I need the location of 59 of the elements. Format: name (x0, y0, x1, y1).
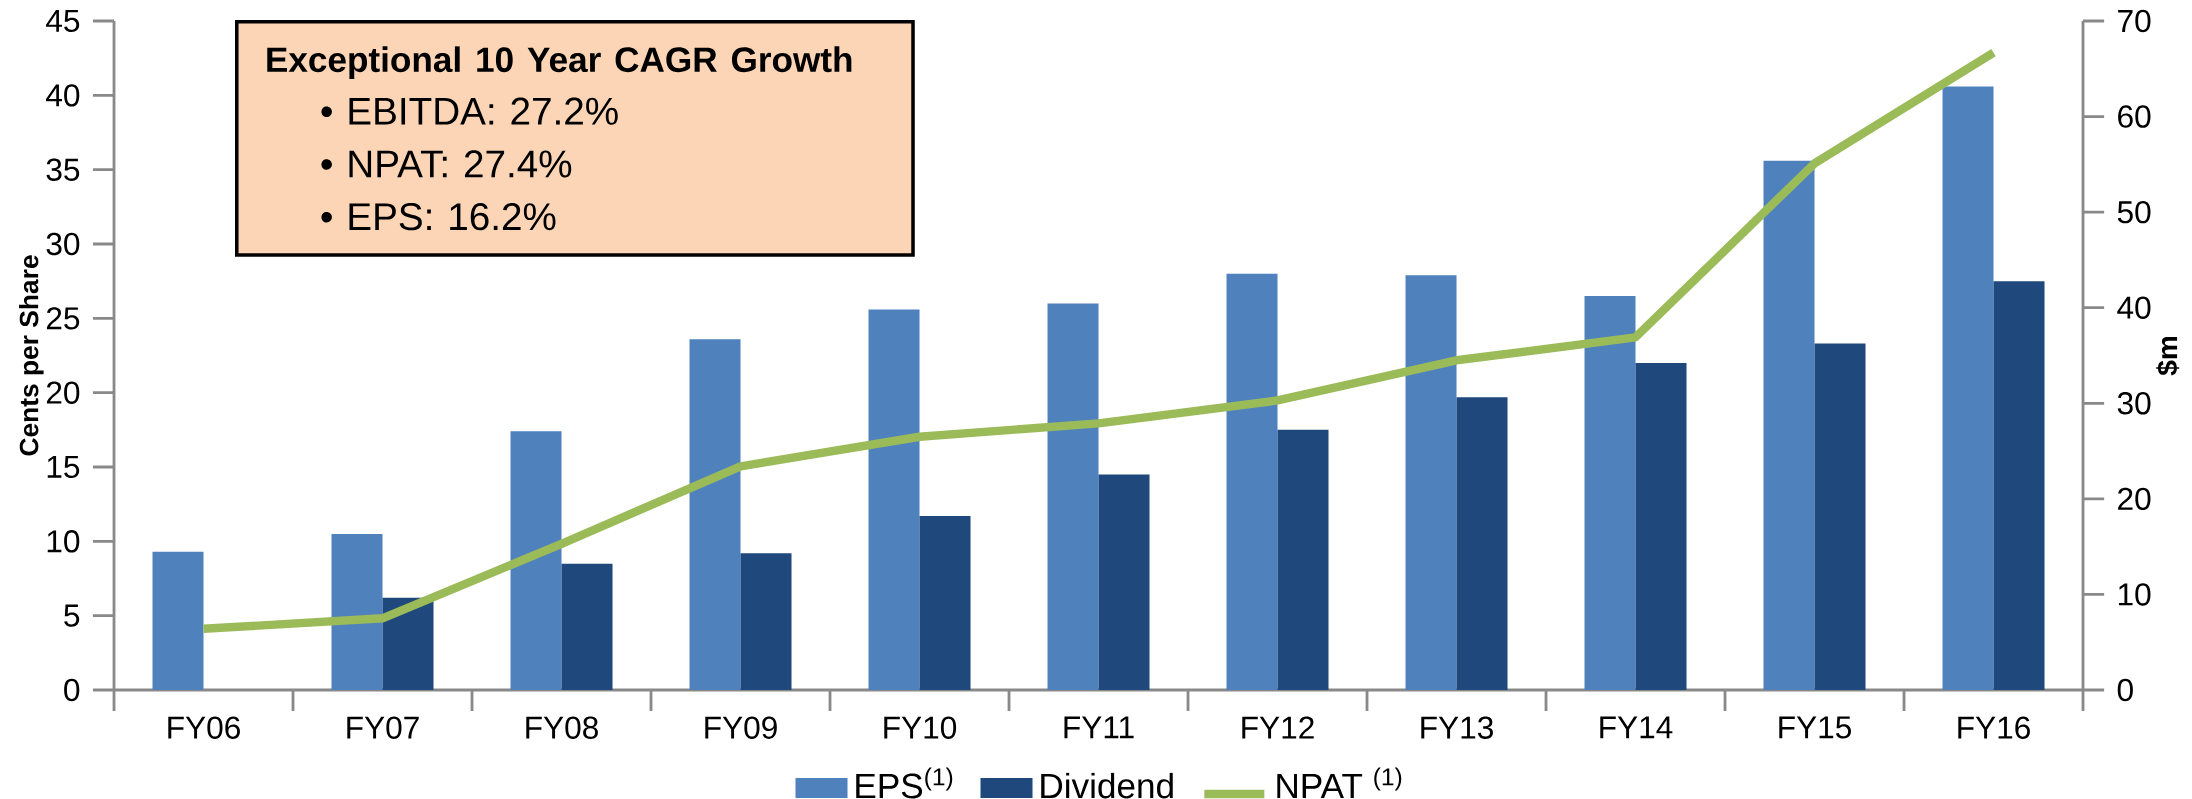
bar (1814, 343, 1866, 691)
y2-tick-label: 40 (2117, 296, 2151, 319)
bar (152, 551, 204, 691)
legend-label: NPAT $^{(1)}$ (1277, 767, 1402, 799)
legend-label: EPS$^{(1)}$ (856, 767, 953, 799)
x-tick-label: FY13 (1421, 716, 1493, 739)
y-tick-label: 35 (46, 158, 80, 181)
x-tick-label: FY11 (1064, 716, 1134, 739)
x-tick-label: FY07 (347, 716, 419, 739)
x-tick-label: FY09 (705, 716, 777, 739)
bar (1226, 273, 1278, 691)
bar (382, 597, 434, 691)
y-tick-label: 30 (46, 232, 80, 256)
bar (510, 431, 562, 691)
bar (331, 533, 383, 691)
legend-label: Dividend (1041, 772, 1173, 799)
bar (740, 553, 792, 691)
bar (1993, 281, 2045, 691)
bar (1635, 362, 1687, 691)
y-tick-label: 25 (46, 307, 80, 330)
y-axis-title: Cents per Share (19, 255, 44, 456)
y-tick-label: 40 (46, 84, 80, 107)
annotation: Exceptional 10 Year CAGR Growth (267, 46, 852, 80)
y-tick-label: 0 (64, 678, 80, 702)
y2-tick-label: 60 (2118, 105, 2151, 128)
bar (868, 309, 920, 691)
bar (1277, 429, 1329, 691)
y2-tick-label: 20 (2118, 487, 2151, 511)
y2-tick-label: 0 (2117, 678, 2133, 702)
y2-axis-title: $m (2156, 336, 2180, 376)
x-tick-label: FY14 (1600, 716, 1673, 739)
bar (919, 516, 971, 691)
y-tick-label: 10 (47, 530, 80, 553)
y2-tick-label: 10 (2118, 583, 2151, 606)
x-tick-label: FY15 (1779, 716, 1851, 739)
bar (1763, 160, 1815, 691)
bar (1942, 86, 1994, 691)
bar (1405, 275, 1457, 691)
y-tick-label: 20 (46, 381, 80, 404)
bar (1047, 303, 1099, 691)
y-tick-label: 45 (46, 9, 80, 33)
y2-tick-label: 70 (2118, 9, 2151, 33)
y-tick-label: 5 (64, 604, 80, 627)
bar (689, 339, 741, 691)
x-tick-label: FY12 (1242, 716, 1314, 739)
x-tick-label: FY10 (884, 716, 957, 739)
x-tick-label: FY06 (168, 716, 240, 739)
bar (561, 563, 613, 691)
bar (1098, 474, 1150, 691)
annotation: • NPAT: 27.4% (321, 150, 572, 178)
annotation: • EBITDA: 27.2% (321, 97, 618, 125)
x-tick-label: FY08 (526, 716, 598, 739)
y2-tick-label: 30 (2117, 392, 2151, 415)
y-tick-label: 15 (47, 455, 80, 479)
y2-tick-label: 50 (2117, 200, 2151, 224)
bar (1456, 397, 1508, 691)
x-tick-label: FY16 (1958, 716, 2030, 739)
annotation: • EPS: 16.2% (321, 203, 556, 231)
bar (1584, 296, 1636, 691)
